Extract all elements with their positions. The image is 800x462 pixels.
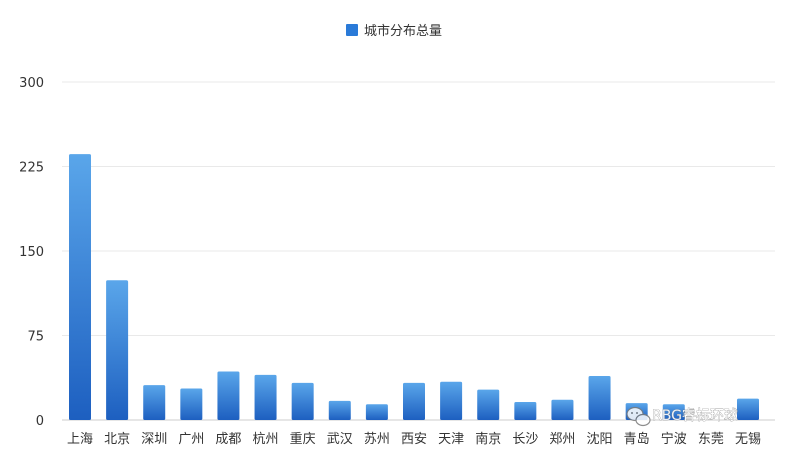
y-tick-label: 75 bbox=[27, 330, 44, 345]
bars bbox=[69, 154, 759, 420]
bar bbox=[551, 399, 574, 420]
bar bbox=[69, 154, 91, 420]
x-tick-label: 西安 bbox=[401, 432, 427, 447]
bar bbox=[403, 382, 425, 420]
y-tick-label: 150 bbox=[19, 245, 44, 260]
x-tick-label: 宁波 bbox=[661, 431, 687, 447]
x-tick-label: 广州 bbox=[178, 432, 204, 447]
bar bbox=[662, 404, 685, 420]
bar bbox=[143, 385, 166, 420]
bar bbox=[514, 401, 537, 420]
bar bbox=[291, 382, 314, 420]
x-tick-label: 郑州 bbox=[549, 432, 575, 447]
bar bbox=[440, 381, 463, 420]
x-tick-label: 青岛 bbox=[624, 431, 650, 447]
x-tick-label: 武汉 bbox=[327, 432, 353, 447]
x-tick-label: 成都 bbox=[215, 432, 241, 447]
x-tick-label: 南京 bbox=[475, 431, 501, 447]
legend-label: 城市分布总量 bbox=[364, 23, 442, 39]
bar bbox=[217, 371, 240, 420]
x-tick-label: 上海 bbox=[67, 432, 93, 447]
bar bbox=[254, 374, 277, 420]
x-axis: 上海 北京 深圳 广州 成都 杭州 重庆 武汉 苏州 西安 天津 南京 长沙 郑州 沈阳 青岛 宁波 东莞 无锡 bbox=[67, 431, 761, 447]
y-axis: 0 75 150 225 300 bbox=[19, 76, 44, 429]
bar bbox=[365, 404, 388, 420]
x-tick-label: 天津 bbox=[438, 432, 464, 447]
bar bbox=[588, 376, 611, 420]
bar bbox=[106, 280, 129, 420]
watermark-text: RBG睿标环球 bbox=[652, 408, 738, 424]
x-tick-label: 杭州 bbox=[253, 432, 279, 447]
bar bbox=[477, 389, 500, 420]
x-tick-label: 无锡 bbox=[735, 432, 761, 447]
watermark: RBG睿标环球 bbox=[626, 406, 738, 427]
x-tick-label: 北京 bbox=[104, 432, 130, 447]
x-tick-label: 沈阳 bbox=[587, 432, 613, 447]
legend-swatch bbox=[346, 24, 358, 36]
y-tick-label: 300 bbox=[19, 76, 44, 91]
chart-legend: 城市分布总量 bbox=[346, 23, 442, 39]
y-tick-label: 0 bbox=[36, 414, 44, 429]
wechat-logo-icon bbox=[626, 406, 651, 427]
bar bbox=[737, 398, 759, 420]
grid-lines bbox=[62, 81, 775, 421]
y-tick-label: 225 bbox=[19, 161, 44, 176]
bar bbox=[328, 400, 351, 420]
x-tick-label: 重庆 bbox=[290, 431, 316, 447]
x-tick-label: 东莞 bbox=[698, 432, 724, 447]
x-tick-label: 深圳 bbox=[141, 432, 167, 447]
x-tick-label: 长沙 bbox=[512, 432, 538, 447]
x-tick-label: 苏州 bbox=[364, 431, 390, 447]
bar bbox=[180, 388, 203, 420]
